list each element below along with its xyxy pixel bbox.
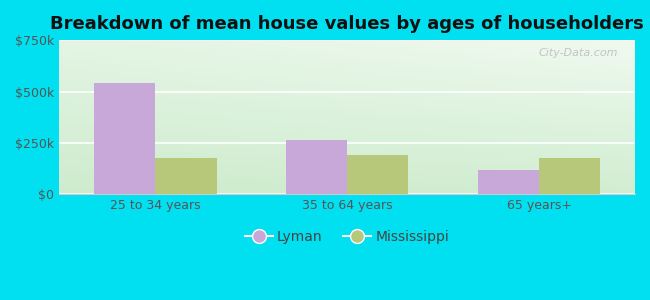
Bar <box>155 158 216 194</box>
Text: City-Data.com: City-Data.com <box>538 48 617 58</box>
Bar <box>478 169 539 194</box>
Bar <box>94 83 155 194</box>
Legend: Lyman, Mississippi: Lyman, Mississippi <box>239 224 454 250</box>
Bar <box>285 140 347 194</box>
Bar <box>347 155 408 194</box>
Bar <box>539 158 601 194</box>
Title: Breakdown of mean house values by ages of householders: Breakdown of mean house values by ages o… <box>50 15 644 33</box>
